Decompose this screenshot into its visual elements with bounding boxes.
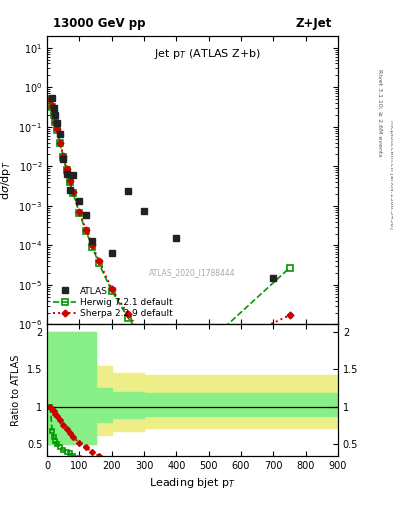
Herwig 7.2.1 default [71, 190, 75, 196]
Herwig 7.2.1 default [109, 288, 114, 294]
Sherpa 2.2.9 default [53, 119, 58, 125]
ATLAS [61, 156, 66, 162]
Herwig 7.2.1 default [50, 104, 54, 110]
Sherpa 2.2.9 default [287, 312, 292, 318]
Line: ATLAS: ATLAS [49, 94, 277, 281]
ATLAS [90, 238, 95, 244]
Text: Z+Jet: Z+Jet [296, 17, 332, 30]
Sherpa 2.2.9 default [109, 286, 114, 292]
Sherpa 2.2.9 default [61, 153, 66, 159]
Herwig 7.2.1 default [126, 314, 130, 321]
Herwig 7.2.1 default [61, 154, 66, 160]
Herwig 7.2.1 default [84, 228, 88, 234]
ATLAS [58, 131, 62, 137]
ATLAS [64, 170, 69, 177]
Herwig 7.2.1 default [97, 261, 101, 267]
Herwig 7.2.1 default [287, 265, 292, 271]
Y-axis label: d$\sigma$/dp$_T$: d$\sigma$/dp$_T$ [0, 160, 13, 200]
Sherpa 2.2.9 default [68, 178, 72, 184]
Sherpa 2.2.9 default [48, 96, 53, 102]
Text: Rivet 3.1.10; ≥ 2.6M events: Rivet 3.1.10; ≥ 2.6M events [377, 69, 382, 157]
Sherpa 2.2.9 default [126, 311, 130, 317]
Herwig 7.2.1 default [77, 210, 82, 217]
Herwig 7.2.1 default [142, 337, 147, 343]
Text: ATLAS_2020_I1788444: ATLAS_2020_I1788444 [149, 268, 236, 277]
Herwig 7.2.1 default [53, 119, 58, 125]
Sherpa 2.2.9 default [51, 111, 56, 117]
Sherpa 2.2.9 default [71, 188, 75, 195]
Herwig 7.2.1 default [64, 167, 69, 173]
ATLAS [55, 120, 59, 126]
ATLAS [174, 236, 179, 242]
Sherpa 2.2.9 default [142, 333, 147, 339]
ATLAS [68, 187, 72, 193]
Text: mcplots.cern.ch [arXiv:1306.3436]: mcplots.cern.ch [arXiv:1306.3436] [389, 120, 393, 228]
Herwig 7.2.1 default [174, 368, 179, 374]
Sherpa 2.2.9 default [77, 209, 82, 215]
ATLAS [51, 105, 56, 111]
Herwig 7.2.1 default [58, 140, 62, 146]
ATLAS [53, 112, 58, 118]
ATLAS [50, 95, 54, 101]
ATLAS [84, 211, 88, 218]
ATLAS [126, 188, 130, 194]
Sherpa 2.2.9 default [90, 242, 95, 248]
ATLAS [142, 208, 147, 214]
Sherpa 2.2.9 default [174, 365, 179, 371]
X-axis label: Leading bjet p$_T$: Leading bjet p$_T$ [149, 476, 236, 490]
Legend: ATLAS, Herwig 7.2.1 default, Sherpa 2.2.9 default: ATLAS, Herwig 7.2.1 default, Sherpa 2.2.… [51, 285, 174, 320]
Line: Sherpa 2.2.9 default: Sherpa 2.2.9 default [48, 97, 292, 370]
Sherpa 2.2.9 default [97, 258, 101, 264]
ATLAS [109, 250, 114, 256]
Sherpa 2.2.9 default [55, 126, 59, 132]
Sherpa 2.2.9 default [64, 166, 69, 172]
Herwig 7.2.1 default [51, 112, 56, 118]
Herwig 7.2.1 default [48, 96, 53, 102]
Y-axis label: Ratio to ATLAS: Ratio to ATLAS [11, 354, 21, 426]
Herwig 7.2.1 default [68, 179, 72, 185]
Text: Jet p$_T$ (ATLAS Z+b): Jet p$_T$ (ATLAS Z+b) [154, 48, 261, 61]
Sherpa 2.2.9 default [84, 227, 88, 233]
Sherpa 2.2.9 default [50, 103, 54, 110]
Herwig 7.2.1 default [55, 126, 59, 133]
ATLAS [77, 198, 82, 204]
Herwig 7.2.1 default [90, 244, 95, 250]
Line: Herwig 7.2.1 default: Herwig 7.2.1 default [48, 96, 292, 374]
Sherpa 2.2.9 default [58, 139, 62, 145]
ATLAS [71, 172, 75, 178]
Text: 13000 GeV pp: 13000 GeV pp [53, 17, 145, 30]
ATLAS [271, 275, 276, 281]
